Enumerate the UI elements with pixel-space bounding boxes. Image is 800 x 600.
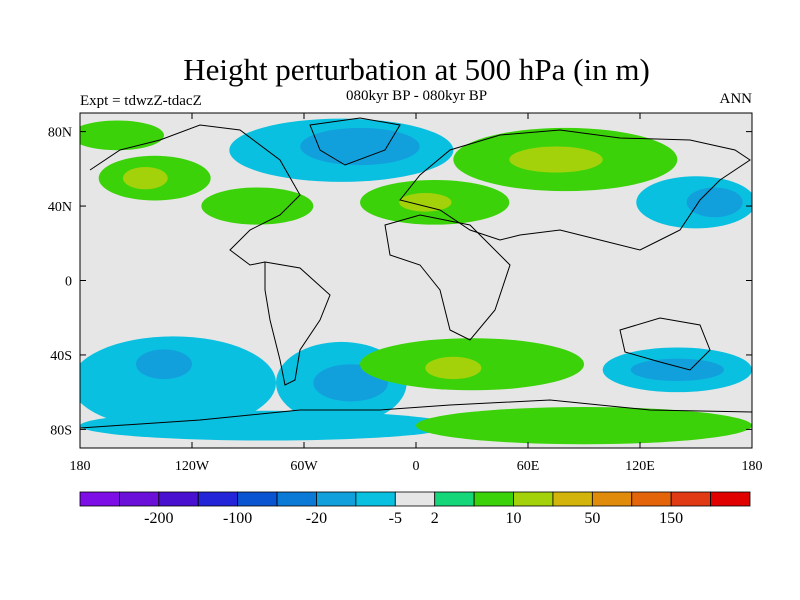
y-tick-label: 80S [50, 423, 72, 438]
coastline-south-america [264, 261, 331, 386]
region-southern-ocean-pacific-low [80, 336, 276, 430]
region-southern-ocean-pacific-low-core [136, 349, 192, 380]
colorbar-box [473, 491, 514, 507]
colorbar-box [631, 491, 672, 507]
colorbar-box [394, 491, 436, 507]
experiment-label: Expt = tdwzZ-tdacZ [80, 93, 202, 109]
colorbar: -200 -100 -20 -5 2 10 50 150 [79, 491, 751, 527]
y-tick-label: 40S [50, 349, 72, 364]
x-tick-label: 60W [290, 459, 318, 474]
coastline-africa [384, 214, 511, 341]
y-tick-label: 0 [65, 275, 72, 290]
coastline-eurasia [399, 129, 751, 251]
y-tick-label: 40N [48, 200, 72, 215]
region-arctic-pacific-high [80, 120, 164, 151]
colorbar-label: 50 [584, 510, 600, 527]
colorbar-box [591, 491, 633, 507]
colorbar-label: -100 [223, 510, 252, 527]
coastline-australia [619, 317, 711, 371]
chart-title: Height perturbation at 500 hPa (in m) [183, 52, 650, 87]
region-south-indian-high-core [425, 356, 482, 380]
x-tick-label: 60E [517, 459, 540, 474]
colorbar-box [355, 491, 396, 507]
region-antarctic-low [80, 410, 454, 441]
x-tick-label: 120E [625, 459, 655, 474]
colorbar-label: -5 [389, 510, 402, 527]
colorbar-box [237, 491, 278, 507]
x-tick-label: 120W [175, 459, 210, 474]
coastline-antarctica [80, 399, 752, 429]
colorbar-box [79, 491, 120, 507]
x-tick-label: 180 [70, 459, 91, 474]
map-axes: 180 120W 60W 0 60E 120E 180 80N 40N 0 40S 80S [48, 113, 763, 474]
colorbar-label: -20 [306, 510, 327, 527]
coastlines [80, 117, 752, 429]
colorbar-box [552, 491, 593, 507]
coastline-greenland [309, 117, 401, 166]
colorbar-label: 10 [506, 510, 522, 527]
colorbar-box [276, 491, 317, 507]
region-siberia-high-core [509, 146, 603, 173]
season-label: ANN [719, 91, 753, 107]
colorbar-box [434, 491, 475, 507]
colorbar-box [710, 491, 751, 507]
colorbar-box [513, 491, 554, 507]
colorbar-box [197, 491, 239, 507]
colorbar-box [119, 491, 160, 507]
colorbar-box [158, 491, 199, 507]
chart-subtitle: 080kyr BP - 080kyr BP [345, 88, 488, 104]
y-tick-label: 80N [48, 126, 72, 141]
x-tick-label: 180 [742, 459, 763, 474]
colorbar-label: -200 [144, 510, 173, 527]
region-australia-low-core [630, 358, 724, 382]
colorbar-box [670, 491, 711, 507]
region-antarctic-high [416, 407, 752, 445]
region-north-pacific-high-core [122, 166, 168, 190]
coastline-north-america [89, 124, 301, 266]
region-north-america-high [201, 187, 314, 225]
colorbar-label: 2 [431, 510, 439, 527]
colorbar-box [316, 491, 357, 507]
region-europe-high-core [399, 193, 452, 212]
region-north-west-pacific-low-core [686, 187, 743, 218]
x-tick-label: 0 [413, 459, 420, 474]
colorbar-label: 150 [659, 510, 683, 527]
